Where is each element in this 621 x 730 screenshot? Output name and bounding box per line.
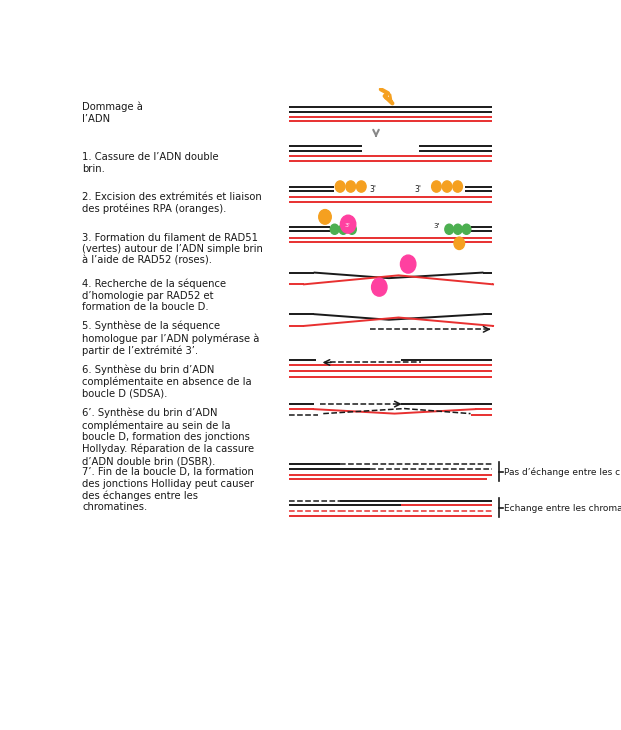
Circle shape <box>453 224 462 234</box>
Circle shape <box>339 224 348 234</box>
Circle shape <box>330 224 339 234</box>
Text: Pas d’échange entre les chromatides: Pas d’échange entre les chromatides <box>504 467 621 477</box>
Circle shape <box>401 255 416 273</box>
Circle shape <box>335 181 345 192</box>
Text: 3. Formation du filament de RAD51
(vertes) autour de l’ADN simple brin
à l’aide : 3. Formation du filament de RAD51 (verte… <box>83 233 263 266</box>
Circle shape <box>454 237 465 250</box>
Circle shape <box>445 224 453 234</box>
Text: 6. Synthèse du brin d’ADN
complémentaite en absence de la
boucle D (SDSA).: 6. Synthèse du brin d’ADN complémentaite… <box>83 364 252 399</box>
Text: 1. Cassure de l’ADN double
brin.: 1. Cassure de l’ADN double brin. <box>83 153 219 174</box>
Text: 4. Recherche de la séquence
d’homologie par RAD52 et
formation de la boucle D.: 4. Recherche de la séquence d’homologie … <box>83 279 227 312</box>
Circle shape <box>432 181 442 192</box>
Circle shape <box>453 181 463 192</box>
Text: Echange entre les chromatides: Echange entre les chromatides <box>504 504 621 513</box>
Text: 3': 3' <box>414 185 421 194</box>
Text: Dommage à
l’ADN: Dommage à l’ADN <box>83 101 143 124</box>
Text: 3': 3' <box>369 185 376 194</box>
Text: 6’. Synthèse du brin d’ADN
complémentaire au sein de la
boucle D, formation des : 6’. Synthèse du brin d’ADN complémentair… <box>83 408 255 466</box>
Text: 3': 3' <box>344 223 350 228</box>
Circle shape <box>371 278 387 296</box>
Text: 5. Synthèse de la séquence
homologue par l’ADN polymérase à
partir de l’extrémit: 5. Synthèse de la séquence homologue par… <box>83 321 260 356</box>
Text: 2. Excision des extrémités et liaison
des protéines RPA (oranges).: 2. Excision des extrémités et liaison de… <box>83 191 262 214</box>
Circle shape <box>348 224 356 234</box>
Text: 7’. Fin de la boucle D, la formation
des jonctions Holliday peut causer
des écha: 7’. Fin de la boucle D, la formation des… <box>83 467 255 512</box>
Circle shape <box>340 215 356 233</box>
Circle shape <box>346 181 355 192</box>
Circle shape <box>442 181 452 192</box>
Text: 3': 3' <box>433 223 440 229</box>
Circle shape <box>356 181 366 192</box>
Circle shape <box>319 210 331 224</box>
Circle shape <box>462 224 471 234</box>
